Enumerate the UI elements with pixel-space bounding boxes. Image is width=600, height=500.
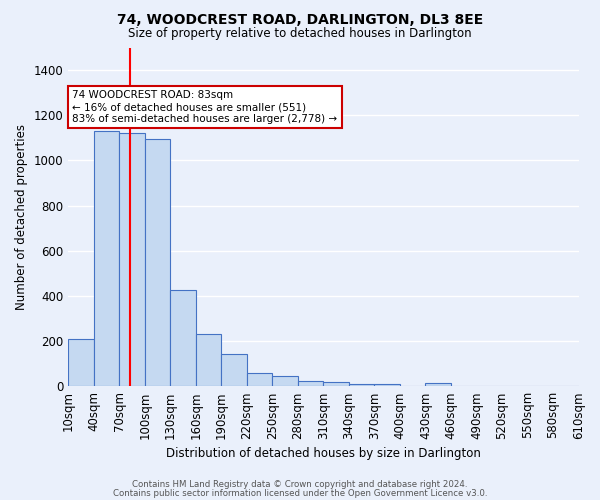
Bar <box>145 139 170 386</box>
Bar <box>94 131 119 386</box>
Text: Contains HM Land Registry data © Crown copyright and database right 2024.: Contains HM Land Registry data © Crown c… <box>132 480 468 489</box>
Bar <box>298 382 323 386</box>
Bar <box>247 373 272 386</box>
Bar <box>196 334 221 386</box>
Bar <box>68 339 94 386</box>
Bar <box>170 290 196 386</box>
Y-axis label: Number of detached properties: Number of detached properties <box>15 124 28 310</box>
Bar <box>119 134 145 386</box>
Bar <box>349 384 374 386</box>
Bar <box>323 382 349 386</box>
Text: Contains public sector information licensed under the Open Government Licence v3: Contains public sector information licen… <box>113 488 487 498</box>
Bar <box>425 383 451 386</box>
Text: 74 WOODCREST ROAD: 83sqm
← 16% of detached houses are smaller (551)
83% of semi-: 74 WOODCREST ROAD: 83sqm ← 16% of detach… <box>73 90 338 124</box>
Text: 74, WOODCREST ROAD, DARLINGTON, DL3 8EE: 74, WOODCREST ROAD, DARLINGTON, DL3 8EE <box>117 12 483 26</box>
Bar <box>374 384 400 386</box>
Bar <box>272 376 298 386</box>
X-axis label: Distribution of detached houses by size in Darlington: Distribution of detached houses by size … <box>166 447 481 460</box>
Bar <box>221 354 247 386</box>
Text: Size of property relative to detached houses in Darlington: Size of property relative to detached ho… <box>128 28 472 40</box>
